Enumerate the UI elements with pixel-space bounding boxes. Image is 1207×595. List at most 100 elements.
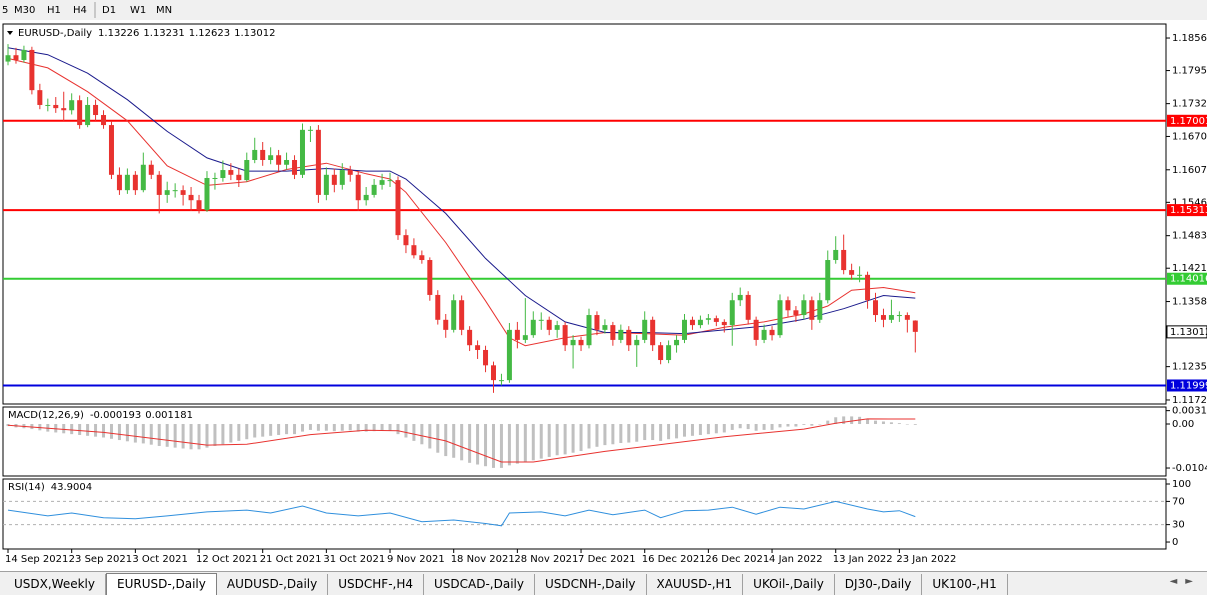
y-tick-label: 1.14215: [1172, 263, 1207, 274]
timeframe-button[interactable]: H4: [73, 5, 87, 16]
x-tick-label: 18 Nov 2021: [451, 554, 515, 565]
candle-body: [666, 345, 672, 361]
candle-body: [761, 329, 767, 340]
timeframe-button[interactable]: MN: [156, 5, 172, 16]
candle-body: [857, 274, 863, 276]
macd-bar: [348, 424, 352, 431]
x-tick-label: 12 Oct 2021: [196, 554, 258, 565]
macd-bar: [595, 424, 599, 447]
y-tick-label: 70: [1172, 496, 1185, 507]
candle-body: [873, 300, 879, 316]
symbol-tab[interactable]: XAUUSD-,H1: [647, 574, 744, 595]
price-level-label: 1.11999: [1170, 380, 1207, 391]
macd-bar: [6, 424, 10, 427]
candle-body: [467, 329, 473, 346]
candle-body: [379, 180, 385, 185]
symbol-tab[interactable]: UK100-,H1: [922, 574, 1008, 595]
macd-bar: [874, 420, 878, 425]
main-header: EURUSD-,Daily 1.13226 1.13231 1.12623 1.1301…: [18, 28, 275, 39]
symbol-tab[interactable]: AUDUSD-,Daily: [217, 574, 329, 595]
macd-bar: [571, 424, 575, 453]
current-price-label: 1.13012: [1170, 327, 1207, 338]
candle-body: [825, 260, 831, 301]
macd-bar: [428, 424, 432, 449]
macd-bar: [476, 424, 480, 465]
macd-bar: [579, 424, 583, 452]
macd-bar: [300, 424, 304, 432]
macd-bar: [412, 424, 416, 441]
x-tick-label: 13 Jan 2022: [833, 554, 893, 565]
macd-bar: [452, 424, 456, 458]
macd-bar: [261, 424, 265, 437]
candle-body: [888, 315, 894, 320]
macd-bar: [54, 424, 58, 433]
symbol-tab[interactable]: USDX,Weekly: [4, 574, 106, 595]
candle-body: [371, 184, 377, 195]
symbol-tab[interactable]: EURUSD-,Daily: [106, 573, 217, 595]
macd-bar: [826, 420, 830, 425]
x-tick-label: 16 Dec 2021: [642, 554, 706, 565]
candle-body: [260, 149, 266, 160]
candle-body: [626, 329, 632, 346]
candle-body: [490, 365, 496, 381]
candle-body: [682, 319, 688, 340]
rsi-panel: [2, 478, 1167, 550]
macd-bar: [611, 424, 615, 445]
macd-bar: [173, 424, 177, 448]
symbol-tab[interactable]: USDCNH-,Daily: [535, 574, 647, 595]
candle-body: [29, 49, 35, 91]
y-tick-label: 1.18565: [1172, 33, 1207, 44]
macd-bar: [70, 424, 74, 435]
timeframe-button[interactable]: M30: [14, 5, 35, 16]
macd-bar: [189, 424, 193, 450]
tab-scroll[interactable]: ◄►: [1169, 576, 1201, 587]
timeframe-button[interactable]: D1: [102, 5, 116, 16]
candle-body: [562, 325, 568, 346]
candle-body: [650, 319, 656, 346]
toolbar: [0, 0, 1207, 20]
candle-body: [172, 190, 178, 192]
candle-body: [530, 319, 536, 336]
candle-body: [785, 300, 791, 311]
y-tick-label: 100: [1172, 479, 1191, 490]
macd-bar: [30, 424, 34, 430]
price-level-label: 1.14016: [1170, 274, 1207, 285]
candle-body: [459, 300, 465, 330]
candle-body: [85, 104, 91, 126]
macd-bar: [436, 424, 440, 453]
timeframe-button[interactable]: H1: [47, 5, 61, 16]
candle-body: [634, 339, 640, 346]
macd-bar: [460, 424, 464, 461]
macd-bar: [181, 424, 185, 449]
macd-bar: [213, 424, 217, 446]
timeframe-button[interactable]: W1: [130, 5, 146, 16]
candle-body: [355, 174, 361, 201]
symbol-tab[interactable]: DJ30-,Daily: [835, 574, 923, 595]
collapse-arrow[interactable]: [7, 31, 13, 35]
macd-bar: [913, 424, 917, 425]
macd-bar: [324, 424, 328, 431]
candle-body: [769, 329, 775, 336]
macd-bar: [245, 424, 249, 440]
macd-bar: [738, 424, 742, 429]
candle-body: [156, 174, 162, 195]
timeframe-button[interactable]: 5: [2, 5, 8, 16]
macd-bar: [109, 424, 113, 439]
symbol-tab[interactable]: USDCAD-,Daily: [424, 574, 535, 595]
candle-body: [21, 49, 27, 60]
macd-label: MACD(12,26,9): [8, 410, 84, 421]
macd-bar: [746, 424, 750, 430]
macd-bar: [356, 424, 360, 432]
chart-window: EURUSD-,Daily 1.13226 1.13231 1.12623 1.1301…: [0, 0, 1207, 565]
symbol-tab[interactable]: USDCHF-,H4: [328, 574, 424, 595]
rsi-label: RSI(14): [8, 482, 45, 493]
macd-signal: 0.001181: [145, 410, 193, 421]
x-tick-label: 31 Oct 2021: [323, 554, 385, 565]
symbol-tab[interactable]: UKOil-,Daily: [743, 574, 835, 595]
candle-body: [610, 325, 616, 340]
macd-main: -0.000193: [90, 410, 141, 421]
macd-bar: [897, 423, 901, 425]
candle-body: [101, 115, 107, 126]
candle-body: [586, 315, 592, 346]
